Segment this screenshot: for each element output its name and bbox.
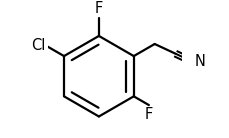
Text: N: N (194, 54, 205, 69)
Text: F: F (94, 2, 103, 16)
Text: F: F (144, 107, 152, 122)
Text: Cl: Cl (31, 38, 45, 53)
